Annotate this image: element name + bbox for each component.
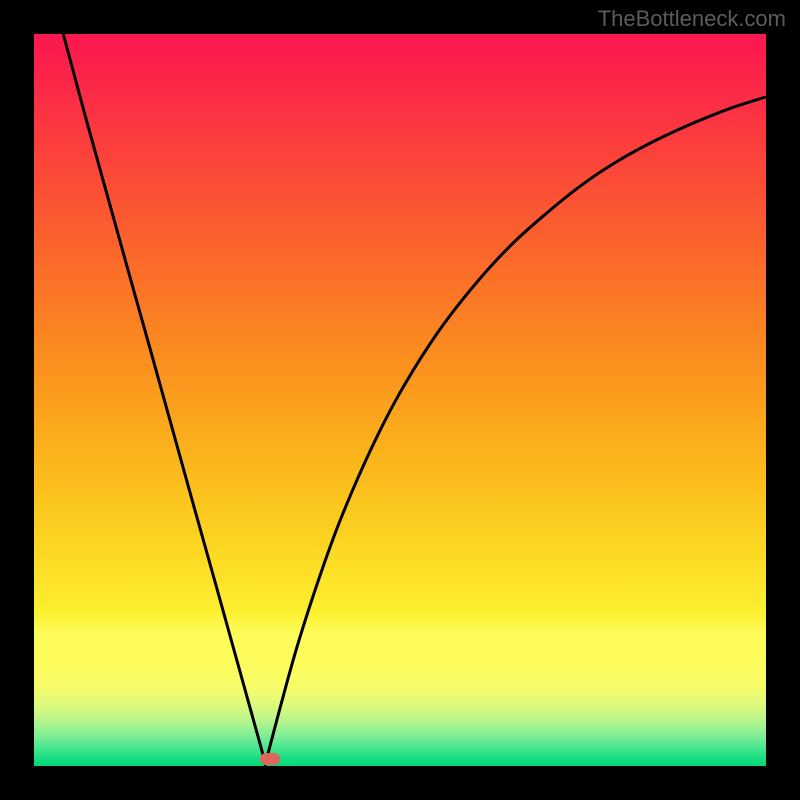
optimum-marker: [260, 753, 280, 765]
bottleneck-curve: [34, 34, 766, 766]
plot-area: [34, 34, 766, 766]
watermark-text: TheBottleneck.com: [598, 6, 786, 32]
